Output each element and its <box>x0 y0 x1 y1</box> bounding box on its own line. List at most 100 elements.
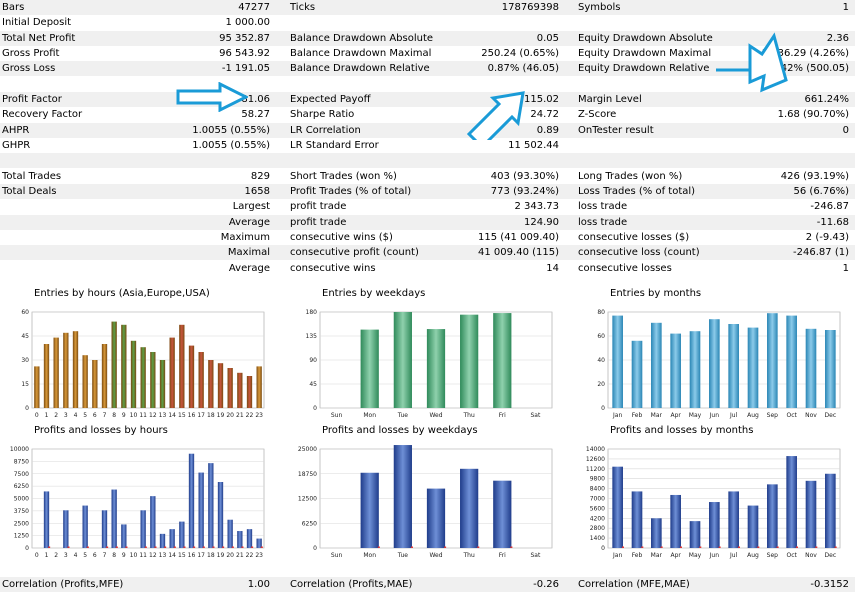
stat-value: 1 <box>842 2 849 13</box>
stat-label: Z-Score <box>578 109 617 121</box>
x-tick-label: Sat <box>531 412 541 419</box>
stat-label: Balance Drawdown Absolute <box>290 32 434 44</box>
bar <box>217 363 224 408</box>
loss-bar <box>115 546 118 548</box>
y-tick-label: 14000 <box>586 446 605 453</box>
bar <box>493 313 512 408</box>
bar <box>198 352 204 408</box>
bar <box>426 488 446 548</box>
stat-value: 0 <box>842 124 849 136</box>
bar <box>360 472 379 548</box>
x-tick-label: 18 <box>207 412 215 419</box>
x-tick-label: 10 <box>130 552 138 559</box>
y-tick-label: 25000 <box>298 446 317 453</box>
chart-svg: 0 20 40 60 80 Jan Feb Mar Apr May Jun Jul Aug Sep Oct N… <box>597 309 841 419</box>
x-tick-label: Jun <box>709 552 720 559</box>
loss-bar <box>212 546 215 548</box>
x-tick-label: Nov <box>805 412 817 419</box>
stat-value: 1 <box>842 262 849 274</box>
stat-value: Maximal <box>227 247 270 259</box>
bar <box>786 456 797 548</box>
bar <box>43 344 50 408</box>
x-tick-label: 21 <box>236 552 244 559</box>
bar <box>217 482 224 548</box>
y-tick-label: 3750 <box>14 508 29 515</box>
stats-row: Gross Profit 96 543.92 Balance Drawdown Ma… <box>0 46 855 61</box>
stat-value: 2.36 <box>826 32 849 44</box>
y-tick-label: 11200 <box>586 466 605 473</box>
stats-row <box>0 153 855 169</box>
y-tick-label: 0 <box>25 405 29 412</box>
x-tick-label: Wed <box>429 552 442 559</box>
stat-value: 1.0055 (0.55%) <box>192 124 270 136</box>
bar <box>179 324 185 408</box>
bar <box>728 324 739 408</box>
bar <box>121 324 127 408</box>
x-tick-label: Jun <box>709 412 720 419</box>
stats-row: Maximum consecutive wins ($) 115 (41 009.4… <box>0 230 855 245</box>
stat-value: 95 352.87 <box>219 32 270 44</box>
y-tick-label: 8400 <box>590 486 605 493</box>
x-tick-label: Jul <box>729 552 738 559</box>
stat-value: 1.68 (90.70%) <box>777 109 849 121</box>
x-tick-label: 4 <box>74 552 78 559</box>
y-tick-label: 9800 <box>590 476 605 483</box>
loss-bar <box>251 546 254 548</box>
stat-value: Average <box>228 216 270 228</box>
bar <box>140 347 146 408</box>
x-tick-label: 9 <box>122 552 126 559</box>
bar <box>246 376 253 408</box>
loss-bar <box>510 546 513 548</box>
bar <box>460 314 479 408</box>
bar <box>92 360 98 408</box>
bar <box>208 463 214 548</box>
stat-value: 2 (-9.43) <box>805 231 849 243</box>
x-tick-label: 9 <box>122 412 126 419</box>
x-tick-label: 8 <box>112 552 116 559</box>
bar <box>227 519 233 548</box>
stat-label: consecutive losses <box>578 262 672 274</box>
bar <box>393 445 412 548</box>
x-tick-label: Tue <box>397 552 409 559</box>
stat-value: -246.87 (1) <box>793 247 849 259</box>
stat-value: 124.90 <box>524 216 559 228</box>
x-tick-label: 0 <box>35 552 39 559</box>
x-tick-label: 17 <box>197 412 205 419</box>
x-tick-label: Thu <box>463 412 475 419</box>
bar <box>825 473 836 548</box>
x-tick-label: Feb <box>632 412 643 419</box>
x-tick-label: Jan <box>612 412 622 419</box>
bar <box>689 331 701 408</box>
stats-row: GHPR 1.0055 (0.55%) LR Standard Error 11 50… <box>0 138 855 153</box>
y-tick-label: 80 <box>597 309 605 316</box>
y-tick-label: 12500 <box>298 496 317 503</box>
stat-value: 0.87% (46.05) <box>487 63 559 75</box>
stat-value: 58.27 <box>241 109 270 121</box>
stat-label: Loss Trades (% of total) <box>578 185 696 197</box>
y-tick-label: 0 <box>601 545 605 552</box>
stat-value: 2 343.73 <box>514 201 559 213</box>
bar <box>227 368 233 408</box>
x-tick-label: 23 <box>255 552 263 559</box>
chart-title: Entries by months <box>610 288 702 299</box>
y-tick-label: 8750 <box>14 458 29 465</box>
x-tick-label: 12 <box>149 552 157 559</box>
x-tick-label: Aug <box>747 412 759 419</box>
stat-label: Equity Drawdown Absolute <box>578 32 713 44</box>
y-tick-label: 2800 <box>590 525 605 532</box>
y-tick-label: 6250 <box>302 520 317 527</box>
chart-svg: 0 1400 2800 4200 5600 7000 8400 9800 11200 12600 1… <box>586 446 841 559</box>
chart-title: Profits and losses by hours <box>34 425 168 436</box>
bar <box>612 466 623 548</box>
stat-label: Margin Level <box>578 93 642 105</box>
stat-label: Sharpe Ratio <box>290 109 355 121</box>
correlation-value-1: 1.00 <box>247 579 270 590</box>
stat-label: Profit Trades (% of total) <box>290 185 412 197</box>
bar <box>728 491 739 548</box>
stat-label: profit trade <box>290 201 347 213</box>
stat-label: GHPR <box>2 139 31 151</box>
x-tick-label: Dec <box>825 552 837 559</box>
loss-bar <box>106 546 109 548</box>
loss-bar <box>737 546 740 548</box>
